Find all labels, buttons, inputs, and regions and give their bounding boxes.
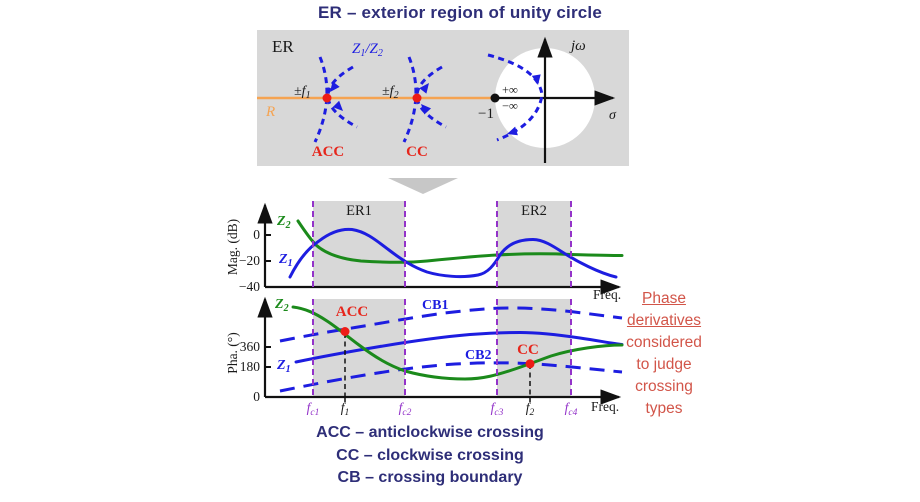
mag-z1-curve xyxy=(288,227,618,279)
phase-z1-curve xyxy=(294,330,624,364)
infinity-trajectory-arrows xyxy=(507,74,541,136)
xtick-fc2: fc2 xyxy=(399,400,412,418)
xtick-fc3: fc3 xyxy=(491,400,504,418)
cc-crossing-point xyxy=(412,93,422,103)
z-ratio-label: Z1/Z2 xyxy=(352,41,383,59)
phase-z1-label: Z1 xyxy=(276,358,291,375)
er-boundaries-phase xyxy=(312,299,572,397)
plus-infinity-label: +∞ xyxy=(502,83,518,97)
down-arrow xyxy=(388,178,458,194)
mag-ylabel: Mag. (dB) xyxy=(225,219,240,275)
er1-region-mag xyxy=(313,201,405,287)
cb2-label: CB2 xyxy=(465,348,491,363)
mag-ytick-0: 0 xyxy=(253,227,260,242)
cc-crossing-arrows xyxy=(419,83,432,115)
sigma-axis-label: σ xyxy=(609,108,617,123)
mag-xlabel: Freq. xyxy=(593,287,621,302)
xtick-f2: f2 xyxy=(526,400,535,418)
mag-ytick-20: −20 xyxy=(239,253,260,268)
side-note-line: to judge xyxy=(636,356,692,373)
side-note-line: considered xyxy=(626,334,702,351)
acc-marker xyxy=(340,327,350,336)
phase-ylabel: Pha. (°) xyxy=(225,332,240,373)
minus-one-label: −1 xyxy=(478,106,494,122)
xtick-fc1: fc1 xyxy=(307,400,320,418)
abbreviation-legend: ACC – anticlockwise crossing CC – clockw… xyxy=(205,422,655,490)
pm-f1-label: ±f1 xyxy=(294,84,311,101)
minus-one-point xyxy=(490,93,500,103)
r-axis-label: R xyxy=(265,104,275,120)
mag-ytick-40: −40 xyxy=(239,279,260,294)
mag-z2-label: Z2 xyxy=(276,214,291,231)
er-region-label: ER xyxy=(272,37,294,56)
acc-crossing-point xyxy=(322,93,332,103)
er2-region-phase xyxy=(497,299,571,397)
side-note: Phase derivatives considered to judge cr… xyxy=(600,288,728,420)
side-note-line: types xyxy=(645,400,683,417)
phase-ytick-180: 180 xyxy=(240,359,261,374)
er-boundaries-mag xyxy=(312,201,572,287)
er1-label: ER1 xyxy=(346,203,372,219)
side-note-line: Phase xyxy=(642,290,686,307)
phase-cb2-curve xyxy=(279,361,623,393)
phase-acc-label: ACC xyxy=(336,304,369,320)
phase-z2-label: Z2 xyxy=(274,297,289,314)
figure-title: ER – exterior region of unity circle xyxy=(318,3,602,22)
legend-cb: CB – crossing boundary xyxy=(337,469,523,486)
legend-acc: ACC – anticlockwise crossing xyxy=(316,424,544,441)
acc-crossing-arrows xyxy=(330,81,343,111)
phase-xlabel: Freq. xyxy=(591,399,619,414)
acc-label: ACC xyxy=(312,144,345,160)
side-note-line: derivatives xyxy=(626,312,702,329)
complex-plane-diagram: ER Z1/Z2 R ±f1 ±f2 ACC CC −1 +∞ −∞ jω σ xyxy=(257,30,629,166)
phase-ytick-360: 360 xyxy=(240,339,261,354)
legend-cc: CC – clockwise crossing xyxy=(336,446,524,464)
cc-marker xyxy=(525,359,535,369)
mag-z1-label: Z1 xyxy=(278,252,293,269)
cb1-label: CB1 xyxy=(422,298,448,313)
pm-f2-label: ±f2 xyxy=(382,84,399,101)
jw-axis-label: jω xyxy=(569,38,586,54)
side-note-line: crossing xyxy=(635,378,693,395)
xtick-f1: f1 xyxy=(341,400,350,418)
xtick-fc4: fc4 xyxy=(565,400,578,418)
er2-label: ER2 xyxy=(521,203,547,219)
phase-ytick-0: 0 xyxy=(253,389,260,404)
cc-label: CC xyxy=(406,144,428,160)
phase-cc-label: CC xyxy=(517,342,539,358)
minus-infinity-label: −∞ xyxy=(502,99,518,113)
phase-z2-curve xyxy=(291,305,624,381)
bode-plots: Mag. (dB) 0 −20 −40 ER1 ER2 Z2 Z1 Freq. xyxy=(225,201,624,418)
